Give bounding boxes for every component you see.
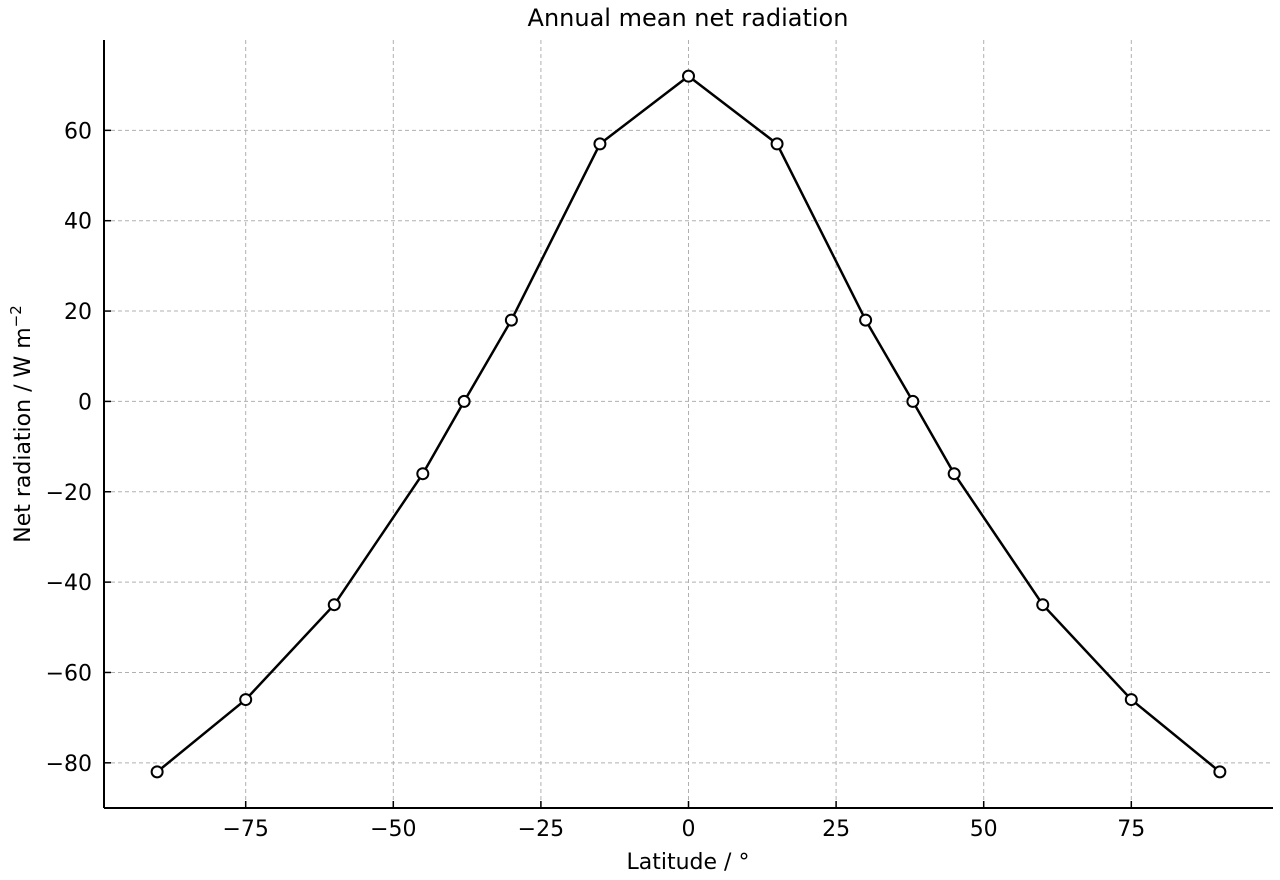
x-tick-label: −50 [370,817,416,842]
y-axis-label-main: Net radiation / W m [11,327,36,542]
data-point [682,69,695,83]
x-axis-label: Latitude / ° [627,850,750,875]
y-tick-label: −60 [46,661,92,686]
x-tick-label: 0 [682,817,696,842]
data-point [504,313,518,327]
y-tick-label: −80 [46,752,92,777]
ticks: −75 −50 −25 0 25 50 75 −80 −60 −40 −20 0 20 40 60 [46,119,1146,842]
data-point [416,467,430,481]
data-point [770,137,784,151]
data-point [1124,693,1138,707]
data-point [947,467,961,481]
data-point [859,313,873,327]
data-point [906,394,920,408]
grid [104,40,1273,808]
y-tick-label: 20 [64,300,92,325]
chart-title: Annual mean net radiation [528,4,849,32]
y-tick-label: 0 [78,390,92,415]
x-tick-label: 75 [1117,817,1145,842]
y-tick-label: −20 [46,481,92,506]
x-tick-label: 50 [970,817,998,842]
y-tick-label: 40 [64,210,92,235]
x-tick-label: −75 [222,817,268,842]
y-tick-label: 60 [64,119,92,144]
data-point [593,137,607,151]
series [150,69,1227,779]
x-tick-label: −25 [518,817,564,842]
data-point [1036,598,1050,612]
data-point [239,693,253,707]
x-tick-label: 25 [822,817,850,842]
y-axis-label-exponent: −2 [7,305,25,327]
data-point [1213,765,1227,779]
y-tick-label: −40 [46,571,92,596]
data-point [457,394,471,408]
data-point [327,598,341,612]
y-axis-label: Net radiation / W m−2 [7,305,36,543]
data-point [150,765,164,779]
